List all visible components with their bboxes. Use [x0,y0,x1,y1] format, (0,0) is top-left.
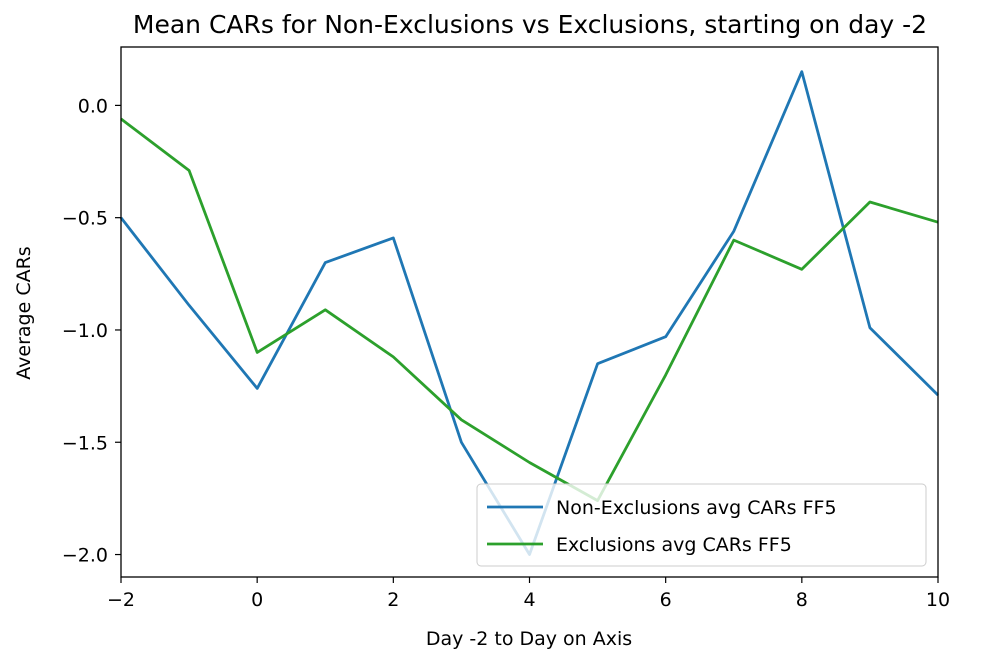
x-tick-label: 0 [251,589,263,611]
axis-ticks: −2 0 2 4 6 8 10 0.0 −0.5 −1.0 −1.5 −2.0 [62,95,950,611]
x-axis-label: Day -2 to Day on Axis [426,628,632,650]
legend-box [476,483,927,567]
plot-frame [120,46,939,578]
legend: Non-Exclusions avg CARs FF5 Exclusions av… [476,483,927,567]
series-line-2 [120,117,939,503]
x-tick-label: 6 [660,589,672,611]
series-lines [119,70,939,556]
x-tick-label: 2 [387,589,399,611]
x-tick-label: 10 [926,589,950,611]
y-tick-label: −1.0 [62,320,108,342]
x-tick-label: −2 [107,589,135,611]
x-tick-label: 8 [796,589,808,611]
x-tick-label: 4 [523,589,535,611]
y-tick-label: −1.5 [62,432,108,454]
legend-label: Non-Exclusions avg CARs FF5 [556,497,837,519]
chart-title: Mean CARs for Non-Exclusions vs Exclusio… [133,10,927,39]
legend-label: Exclusions avg CARs FF5 [556,534,792,556]
y-tick-label: 0.0 [78,95,108,117]
y-tick-label: −2.0 [62,545,108,567]
y-tick-label: −0.5 [62,208,108,230]
y-axis-label: Average CARs [13,246,35,379]
